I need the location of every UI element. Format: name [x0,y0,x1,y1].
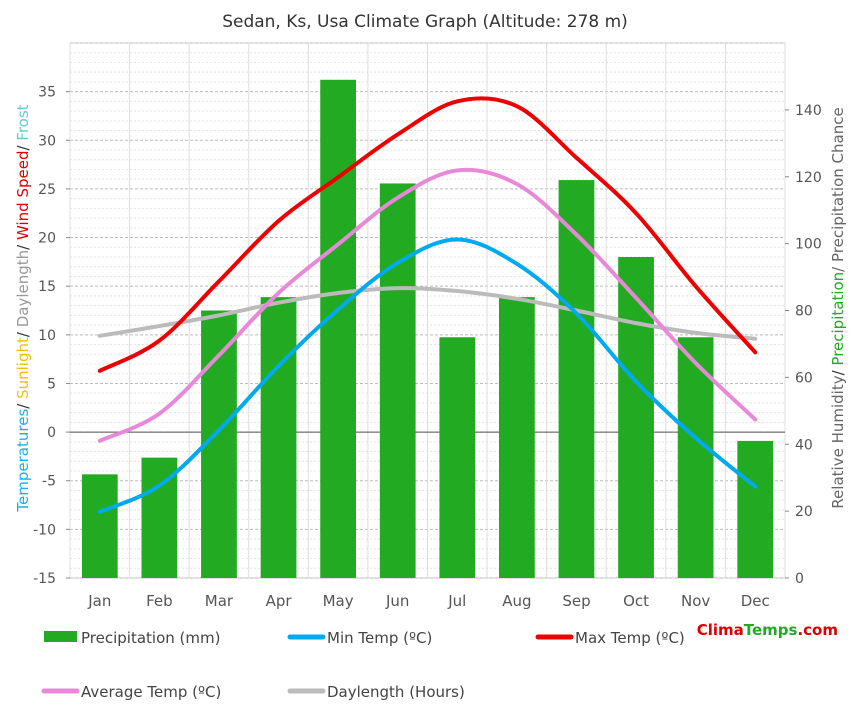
right-tick-label: 0 [795,571,804,587]
left-tick-label: 20 [38,231,56,247]
axis-label-part: Precipitation [829,272,847,366]
precipitation-bar-apr [260,297,297,578]
right-tick-label: 80 [795,304,813,320]
month-label: Sep [562,592,590,610]
month-label: Nov [681,592,710,610]
month-label: Oct [623,592,649,610]
right-tick-label: 40 [795,437,813,453]
brand-part-clima: Clima [697,621,744,639]
legend-label: Max Temp (ºC) [575,629,685,647]
brand-part-temps: Temps [744,621,798,639]
legend-label: Precipitation (mm) [81,629,220,647]
precipitation-bar-jul [439,337,476,578]
left-tick-label: 10 [38,328,56,344]
min-temp-line [97,237,758,514]
month-label: Jan [87,592,111,610]
left-tick-label: -10 [33,522,56,538]
precipitation-bar-oct [618,257,654,578]
month-label: Jul [447,592,466,610]
legend-label: Daylength (Hours) [327,683,465,701]
climatemps-logo[interactable]: ClimaTemps.com [697,621,838,639]
month-label: May [323,592,354,610]
precipitation-bar-jun [379,183,416,578]
precipitation-bar-dec [737,440,774,578]
axis-label-part: Relative Humidity [829,375,847,508]
left-tick-label: 0 [47,425,56,441]
left-axis-label: Temperatures/ Sunlight/ Daylength/ Wind … [14,104,32,512]
right-tick-label: 100 [795,237,822,253]
average-temp-line [97,167,758,443]
precipitation-bar-jan [81,474,118,578]
axis-label-part: Temperatures [14,409,32,513]
legend: Precipitation (mm) Min Temp (ºC) Max Temp … [41,629,685,701]
right-tick-label: 20 [795,504,813,520]
month-label: Mar [205,592,234,610]
axis-label-part: Sunlight [14,337,32,399]
axis-label-part: / [14,399,32,409]
right-tick-label: 120 [795,170,822,186]
left-tick-label: 30 [38,133,56,149]
right-axis-label: Relative Humidity/ Precipitation/ Precip… [829,107,847,508]
month-label: Feb [146,592,173,610]
legend-swatch-precipitation [44,631,77,642]
brand-part-com: .com [797,621,838,639]
axis-label-part: / [14,141,32,151]
left-tick-label: -5 [42,474,56,490]
left-tick-label: 5 [47,376,56,392]
axis-label-part: Wind Speed [14,151,32,241]
precipitation-bar-aug [499,297,535,578]
right-tick-label: 60 [795,370,813,386]
precipitation-bar-sep [558,180,595,578]
axis-label-part: Frost [14,104,32,140]
legend-label: Min Temp (ºC) [327,629,432,647]
month-label: Jun [385,592,409,610]
axis-label-part: / [14,327,32,337]
chart-title: Sedan, Ks, Usa Climate Graph (Altitude: … [222,12,628,32]
axis-label-part: Daylength [14,250,32,327]
month-label: Dec [741,592,770,610]
right-tick-label: 140 [795,103,822,119]
month-label: Aug [502,592,531,610]
max-temp-line [97,96,758,373]
axis-label-part: / [829,366,847,376]
left-tick-label: 15 [38,279,56,295]
month-label: Apr [266,592,293,610]
daylength-line [97,286,758,341]
left-tick-label: 35 [38,85,56,101]
left-tick-label: 25 [38,182,56,198]
legend-label: Average Temp (ºC) [81,683,221,701]
axis-label-part: / [14,240,32,250]
temperature-lines [97,96,758,514]
left-tick-label: -15 [33,571,56,587]
axes: -15 -10 -5 0 5 10 15 20 25 30 35 0 20 40 60 80 100 120 140… [33,85,822,610]
precipitation-bar-may [320,79,356,578]
axis-label-part: / Precipitation Chance [829,107,847,272]
